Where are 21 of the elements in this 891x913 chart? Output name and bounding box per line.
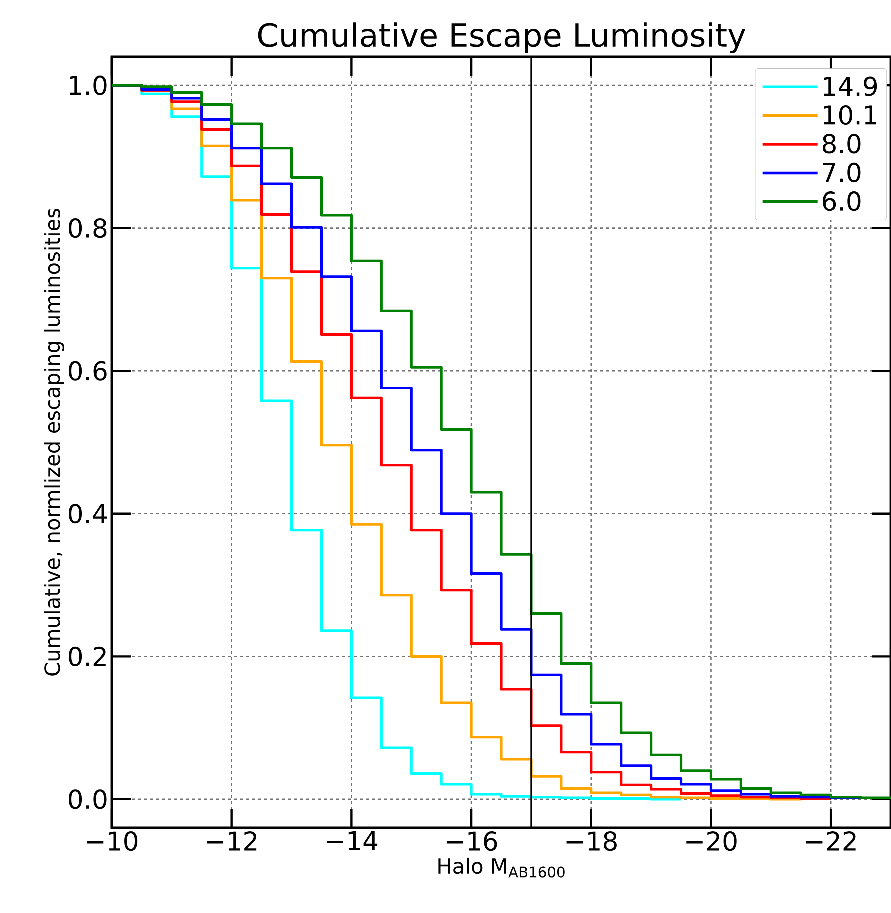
legend-label: 7.0 bbox=[823, 162, 861, 182]
y-tick-label: 1.0 bbox=[70, 76, 107, 96]
x-tick-label: −16 bbox=[446, 832, 498, 852]
y-axis-title: Cumulative, normlized escaping luminosities bbox=[44, 208, 64, 676]
legend-label: 8.0 bbox=[823, 134, 861, 154]
x-tick-label: −18 bbox=[566, 832, 617, 852]
legend-label: 6.0 bbox=[823, 192, 861, 212]
x-tick-label: −10 bbox=[87, 832, 138, 852]
y-tick-label: 0.2 bbox=[68, 646, 106, 666]
x-axis-title: Halo M$_{AB1600}$ bbox=[438, 858, 565, 878]
chart-title: Cumulative Escape Luminosity bbox=[258, 22, 746, 54]
x-tick-label: −22 bbox=[806, 832, 856, 851]
x-tick-label: −20 bbox=[686, 832, 737, 852]
y-tick-label: 0.6 bbox=[68, 361, 107, 381]
x-tick-label: −12 bbox=[207, 832, 257, 851]
y-tick-label: 0.4 bbox=[68, 504, 108, 524]
y-tick-label: 0.8 bbox=[68, 218, 107, 238]
legend-label: 14.9 bbox=[824, 76, 878, 96]
x-tick-label: −14 bbox=[327, 832, 378, 850]
legend-label: 10.1 bbox=[824, 105, 877, 126]
y-tick-label: 0.0 bbox=[68, 790, 107, 810]
